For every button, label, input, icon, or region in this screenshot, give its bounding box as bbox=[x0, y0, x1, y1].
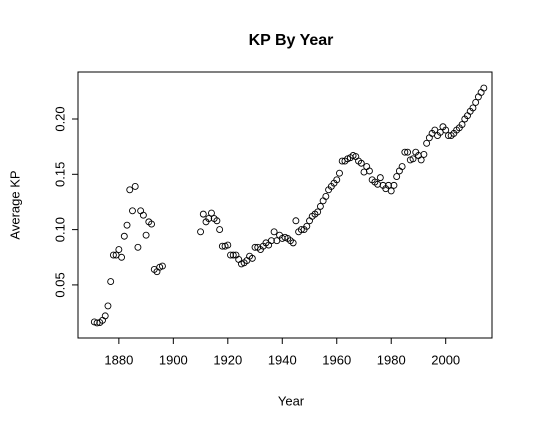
point bbox=[139, 211, 147, 219]
point bbox=[131, 183, 139, 190]
point bbox=[199, 210, 207, 218]
y-tick-label: 0.10 bbox=[52, 217, 67, 242]
point bbox=[442, 126, 450, 134]
point bbox=[235, 256, 243, 263]
point bbox=[101, 312, 109, 320]
point bbox=[137, 207, 145, 215]
point bbox=[216, 226, 224, 234]
point bbox=[336, 169, 343, 177]
point bbox=[227, 251, 234, 259]
point bbox=[248, 254, 256, 262]
y-tick-label: 0.15 bbox=[52, 162, 67, 187]
y-axis-label: Average KP bbox=[7, 170, 22, 239]
point bbox=[425, 134, 433, 142]
point bbox=[458, 121, 466, 128]
point bbox=[477, 89, 485, 96]
point bbox=[387, 187, 395, 195]
point bbox=[205, 215, 213, 222]
point bbox=[289, 239, 297, 247]
point bbox=[385, 181, 392, 189]
x-tick-label: 1960 bbox=[322, 352, 351, 367]
point bbox=[472, 98, 480, 106]
point bbox=[208, 209, 215, 217]
x-tick-label: 1940 bbox=[268, 352, 297, 367]
point bbox=[420, 150, 428, 158]
point bbox=[333, 176, 341, 184]
point bbox=[134, 243, 142, 251]
point bbox=[158, 262, 166, 270]
point bbox=[469, 104, 477, 112]
point bbox=[314, 208, 322, 216]
point bbox=[409, 155, 417, 163]
plot-frame bbox=[77, 71, 493, 339]
x-tick-label: 1980 bbox=[377, 352, 406, 367]
point bbox=[398, 163, 406, 171]
point bbox=[109, 251, 117, 259]
point bbox=[267, 237, 275, 245]
x-tick-label: 1880 bbox=[104, 352, 133, 367]
point bbox=[390, 181, 398, 189]
point bbox=[360, 168, 368, 176]
point bbox=[126, 186, 134, 194]
point bbox=[319, 197, 327, 205]
x-axis-label: Year bbox=[278, 393, 305, 408]
point bbox=[229, 251, 237, 259]
point bbox=[474, 93, 482, 101]
point bbox=[123, 221, 131, 229]
point bbox=[115, 246, 123, 253]
point bbox=[107, 278, 115, 286]
point bbox=[401, 148, 409, 156]
point bbox=[306, 217, 313, 225]
point bbox=[316, 202, 324, 210]
point bbox=[480, 84, 488, 92]
point bbox=[120, 232, 128, 240]
point bbox=[129, 207, 136, 215]
point bbox=[148, 220, 155, 228]
chart-title: KP By Year bbox=[249, 32, 334, 49]
point bbox=[104, 302, 112, 310]
point bbox=[376, 174, 384, 182]
point bbox=[303, 222, 311, 230]
point bbox=[93, 319, 101, 327]
point bbox=[297, 226, 305, 234]
point bbox=[270, 228, 278, 236]
y-tick-label: 0.05 bbox=[52, 272, 67, 297]
point bbox=[224, 241, 232, 249]
point bbox=[118, 253, 126, 261]
point bbox=[363, 163, 371, 171]
point bbox=[292, 217, 300, 225]
point bbox=[404, 148, 412, 156]
point bbox=[395, 167, 403, 175]
point bbox=[197, 228, 205, 236]
x-tick-label: 1920 bbox=[213, 352, 242, 367]
point bbox=[213, 217, 221, 225]
point bbox=[142, 231, 150, 239]
point bbox=[423, 139, 431, 147]
x-tick-label: 2000 bbox=[431, 352, 460, 367]
y-tick-label: 0.20 bbox=[52, 106, 67, 131]
point bbox=[357, 159, 365, 167]
point bbox=[417, 156, 425, 164]
point bbox=[365, 167, 373, 175]
point bbox=[322, 192, 330, 200]
point bbox=[393, 173, 401, 180]
x-tick-label: 1900 bbox=[159, 352, 188, 367]
